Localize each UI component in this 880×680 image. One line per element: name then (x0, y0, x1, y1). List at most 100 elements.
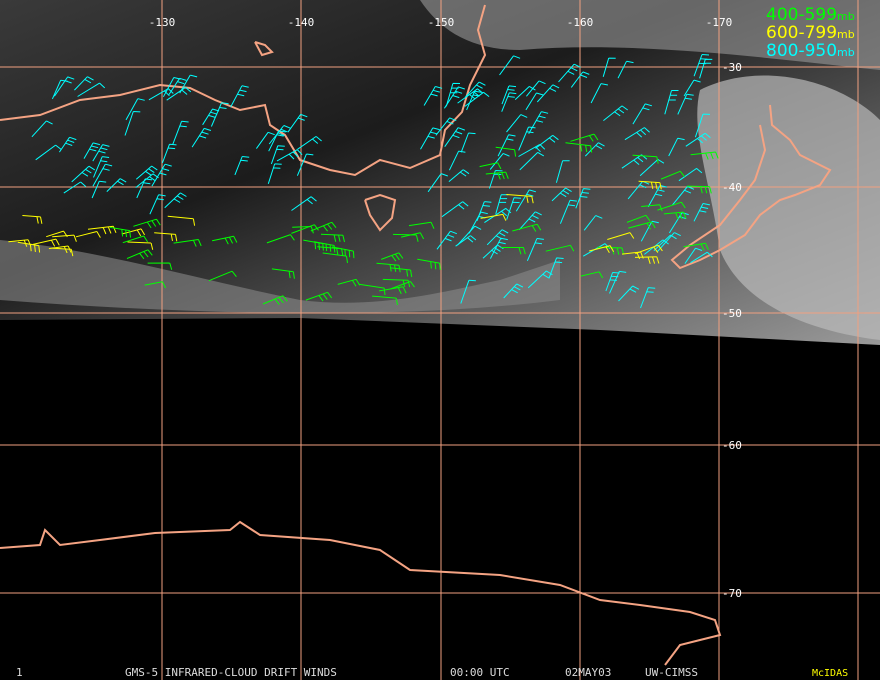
wind-barb (83, 142, 101, 159)
coastline (0, 520, 722, 666)
wind-barb (558, 63, 581, 83)
wind-barb (632, 103, 653, 125)
wind-barb (262, 295, 288, 305)
wind-barb (167, 215, 196, 226)
wind-barb (310, 221, 337, 232)
latitude-label: -30 (722, 61, 742, 74)
wind-barb (690, 251, 713, 264)
wind-barb (87, 225, 117, 235)
wind-barb (71, 165, 96, 183)
wind-barb (555, 160, 570, 183)
wind-barb (584, 142, 605, 157)
wind-barb (617, 60, 634, 79)
longitude-label: -160 (567, 16, 594, 29)
wind-barb (179, 74, 198, 94)
wind-barb (74, 76, 94, 91)
longitude-labels: -130 -140 -150 -160 -170 (149, 16, 733, 29)
wind-barb (127, 241, 154, 250)
wind-barb (168, 77, 187, 95)
wind-barb (597, 246, 625, 255)
wind-barb (570, 133, 599, 142)
legend-label: 400-599 (766, 5, 837, 25)
wind-barb (460, 132, 476, 153)
legend-entry: 400-599mb (766, 5, 855, 25)
wind-barb (31, 120, 53, 138)
latitude-label: -60 (722, 439, 742, 452)
wind-barb (313, 241, 336, 253)
wind-barb (75, 231, 101, 238)
wind-barb (389, 281, 415, 290)
wind-barb (297, 135, 322, 150)
wind-barb (607, 232, 635, 240)
wind-barb (618, 285, 640, 302)
longitude-label: -150 (428, 16, 455, 29)
wind-barb (255, 131, 275, 149)
wind-barb (464, 91, 490, 107)
latitude-label: -40 (722, 181, 742, 194)
wind-barb (267, 163, 282, 184)
wind-barb (400, 232, 425, 240)
legend-unit: mb (837, 28, 855, 41)
wind-barb (436, 230, 457, 250)
wind-barb (136, 178, 153, 199)
wind-barb (683, 79, 701, 97)
wind-barb (93, 156, 110, 178)
wind-barb (271, 268, 295, 279)
wind-barb (420, 127, 440, 150)
wind-barb (506, 114, 528, 133)
wind-barb (51, 79, 68, 100)
longitude-label: -140 (288, 16, 315, 29)
wind-barb (515, 189, 537, 212)
wind-barb (536, 84, 560, 103)
wind-barb (545, 244, 575, 252)
latitude-label: -50 (722, 307, 742, 320)
wind-barb (482, 244, 504, 259)
wind-barb (291, 224, 319, 234)
wind-barb (121, 228, 146, 237)
wind-barb (693, 203, 710, 222)
wind-barb (519, 151, 545, 171)
wind-barb (639, 159, 665, 177)
wind-barb (660, 170, 685, 180)
wind-barb (172, 120, 189, 145)
wind-barb (668, 137, 685, 157)
wind-barb (408, 221, 435, 229)
wind-barb (479, 162, 502, 170)
wind-barb (583, 215, 603, 231)
coastlines (0, 4, 832, 666)
wind-barb (423, 86, 443, 106)
wind-barb (417, 258, 441, 271)
wind-barb (390, 267, 413, 278)
wind-barb (122, 235, 149, 244)
wind-barb (693, 54, 710, 77)
wind-barb (441, 201, 469, 218)
wind-barb (635, 244, 663, 255)
time: 00:00 UTC (450, 666, 510, 679)
cloud-band (420, 0, 880, 70)
wind-barb (133, 218, 161, 229)
cloud-band (697, 75, 880, 341)
wind-barb (559, 199, 577, 224)
wind-barb (17, 241, 41, 253)
wind-barb (443, 86, 465, 109)
wind-barb (457, 225, 482, 246)
wind-barb (678, 167, 703, 182)
wind-barb (331, 246, 355, 259)
wind-barb (77, 82, 106, 97)
wind-barb (464, 81, 486, 98)
wind-barb (638, 180, 662, 190)
wind-barb (202, 108, 220, 126)
coastline (364, 193, 397, 232)
wind-barb (501, 85, 517, 105)
cloud-image (0, 0, 880, 345)
wind-barb (499, 55, 521, 76)
wind-barb (621, 154, 648, 169)
wind-barb (653, 234, 677, 251)
date: 02MAY03 (565, 666, 611, 679)
wind-barb (525, 92, 544, 111)
wind-barb (685, 132, 711, 147)
wind-barb (91, 180, 107, 199)
wind-barb (495, 146, 517, 157)
wind-barb (460, 279, 476, 304)
wind-barb (210, 102, 229, 127)
